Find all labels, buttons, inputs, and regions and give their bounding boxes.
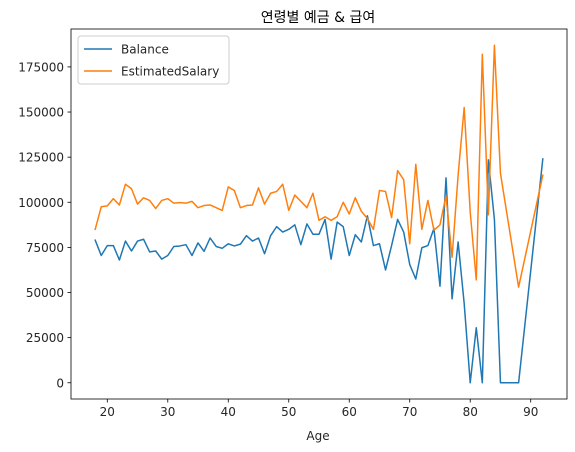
x-tick-label: 70 <box>402 405 417 419</box>
chart-title: 연령별 예금 & 급여 <box>261 10 375 26</box>
x-tick-label: 30 <box>160 405 175 419</box>
y-ticks: 0 25000 50000 75000 100000 125000 150000 175000 <box>18 60 71 390</box>
x-ticks: 20 30 40 50 60 70 80 90 <box>100 399 538 419</box>
y-tick-label: 50000 <box>26 286 64 300</box>
legend-box <box>77 35 230 85</box>
x-tick-label: 90 <box>523 405 538 419</box>
legend-label-balance: Balance <box>121 43 169 57</box>
x-tick-label: 20 <box>100 405 115 419</box>
series-line-balance <box>94 158 544 384</box>
y-tick-label: 25000 <box>26 331 64 345</box>
plot-frame <box>70 28 568 400</box>
x-tick-label: 40 <box>221 405 236 419</box>
lines-layer <box>94 44 544 384</box>
y-tick-label: 0 <box>56 376 64 390</box>
legend: Balance EstimatedSalary <box>77 35 230 85</box>
x-tick-label: 80 <box>463 405 478 419</box>
y-tick-label: 175000 <box>18 60 64 74</box>
y-tick-label: 100000 <box>18 196 64 210</box>
y-tick-label: 75000 <box>26 241 64 255</box>
y-tick-label: 150000 <box>18 106 64 120</box>
y-tick-label: 125000 <box>18 151 64 165</box>
legend-label-estimatedsalary: EstimatedSalary <box>121 65 219 79</box>
x-tick-label: 60 <box>342 405 357 419</box>
series-line-estimatedsalary <box>94 44 544 288</box>
x-axis-title: Age <box>306 429 329 443</box>
x-tick-label: 50 <box>281 405 296 419</box>
